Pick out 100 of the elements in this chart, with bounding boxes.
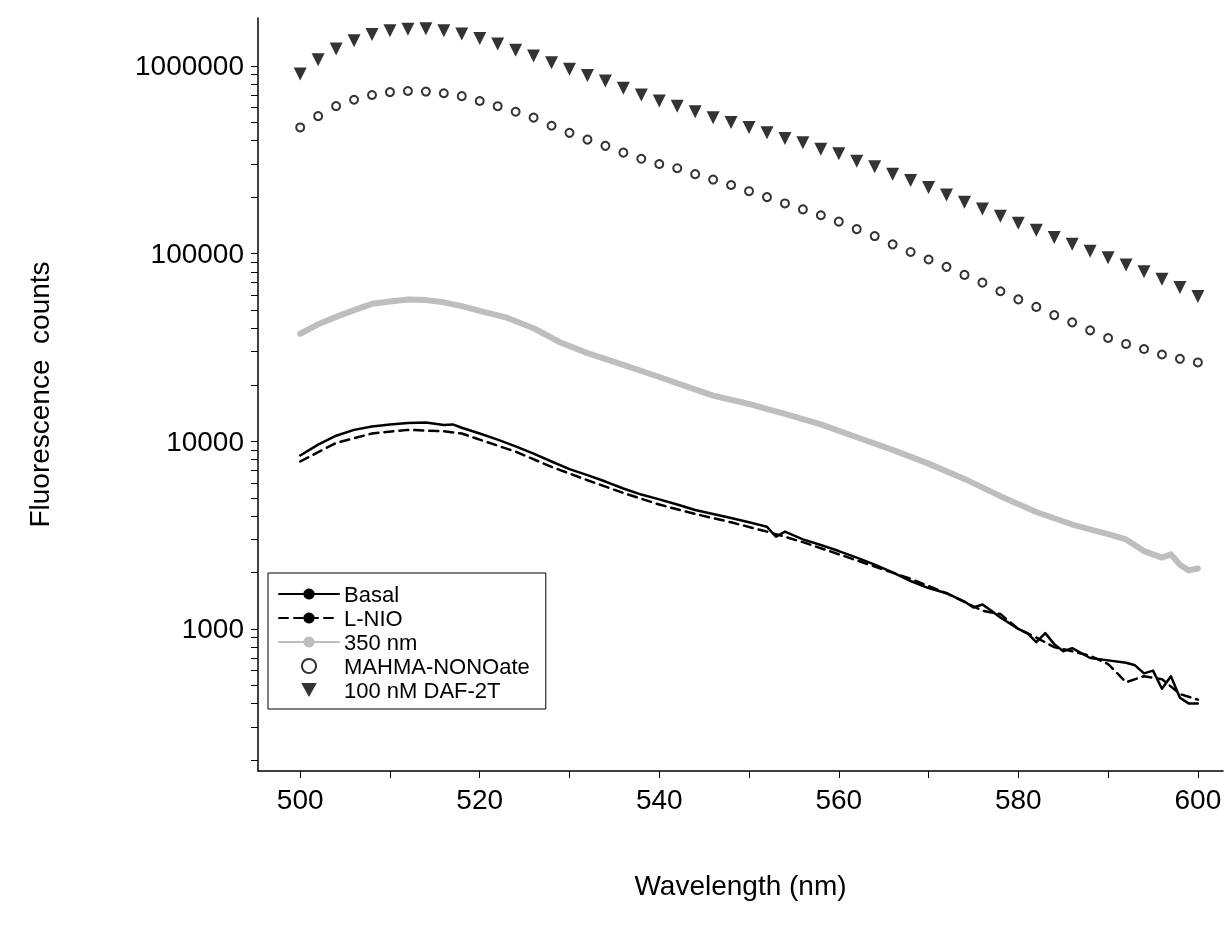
point xyxy=(311,53,325,67)
point xyxy=(779,198,790,209)
point xyxy=(905,246,916,257)
point xyxy=(545,56,559,70)
point xyxy=(600,140,611,151)
point xyxy=(1121,338,1132,349)
point xyxy=(331,101,342,112)
point xyxy=(293,67,307,81)
point xyxy=(652,94,666,108)
point xyxy=(959,269,970,280)
y-tick-label: 1000000 xyxy=(134,50,244,82)
y-tick-label: 1000 xyxy=(181,613,244,645)
point xyxy=(1155,272,1169,286)
point xyxy=(528,112,539,123)
point xyxy=(491,37,505,51)
point xyxy=(437,24,451,38)
point xyxy=(868,160,882,174)
legend-label: Basal xyxy=(344,581,400,607)
point xyxy=(797,204,808,215)
point xyxy=(886,167,900,181)
point xyxy=(724,115,738,129)
point xyxy=(295,122,306,133)
point xyxy=(688,105,702,119)
point xyxy=(1013,294,1024,305)
point xyxy=(1029,223,1043,237)
point xyxy=(473,31,487,45)
x-tick-label: 540 xyxy=(635,783,683,815)
point xyxy=(636,153,647,164)
point xyxy=(833,216,844,227)
point xyxy=(706,111,720,125)
point xyxy=(419,22,433,36)
point xyxy=(922,180,936,194)
legend-label: 350 nm xyxy=(344,629,418,655)
point xyxy=(744,186,755,197)
point xyxy=(742,120,756,134)
point xyxy=(402,86,413,96)
point xyxy=(778,132,792,146)
point xyxy=(367,89,377,100)
point xyxy=(815,210,826,221)
point xyxy=(850,154,864,168)
point xyxy=(761,192,772,203)
point xyxy=(580,68,594,82)
y-axis-title: Fluorescence counts xyxy=(23,261,55,528)
x-tick-label: 580 xyxy=(994,783,1042,815)
point xyxy=(995,286,1006,297)
point xyxy=(1173,280,1187,294)
point xyxy=(634,88,648,102)
point xyxy=(509,43,523,57)
point xyxy=(1047,230,1061,244)
point xyxy=(510,106,521,117)
point xyxy=(690,169,701,180)
point xyxy=(1137,265,1151,279)
point xyxy=(1067,317,1078,328)
point xyxy=(474,96,485,107)
point xyxy=(401,22,415,36)
point xyxy=(851,224,862,235)
point xyxy=(1085,325,1096,336)
point xyxy=(869,231,880,242)
point xyxy=(708,174,719,185)
point xyxy=(1083,244,1097,258)
y-tick-label: 100000 xyxy=(150,238,244,270)
point xyxy=(654,159,665,170)
point xyxy=(1011,216,1025,230)
point xyxy=(1065,237,1079,251)
point xyxy=(365,28,379,42)
point xyxy=(993,209,1007,223)
x-tick-label: 600 xyxy=(1174,783,1222,815)
point xyxy=(438,88,449,99)
point xyxy=(383,24,397,38)
point xyxy=(940,188,954,202)
point xyxy=(977,277,988,288)
point xyxy=(1119,258,1133,272)
point xyxy=(347,34,361,48)
point xyxy=(456,91,467,102)
point xyxy=(616,81,630,95)
point xyxy=(923,254,934,265)
point xyxy=(887,239,898,250)
point xyxy=(957,195,971,209)
point xyxy=(904,174,918,188)
point xyxy=(1103,333,1114,343)
point xyxy=(598,74,612,88)
point xyxy=(313,111,324,122)
point xyxy=(546,120,557,131)
point xyxy=(1139,344,1149,355)
x-tick-label: 560 xyxy=(815,783,863,815)
point xyxy=(329,42,343,56)
point xyxy=(1174,353,1185,364)
point xyxy=(1191,290,1205,304)
point xyxy=(1156,349,1167,360)
point xyxy=(349,94,360,105)
point xyxy=(814,142,828,156)
point xyxy=(796,136,810,150)
point xyxy=(492,101,503,112)
legend-label: MAHMA-NONOate xyxy=(344,653,530,679)
point xyxy=(941,261,952,272)
point xyxy=(582,134,593,145)
point xyxy=(562,62,576,76)
point xyxy=(1101,251,1115,265)
point xyxy=(1192,357,1203,368)
point xyxy=(672,163,683,174)
